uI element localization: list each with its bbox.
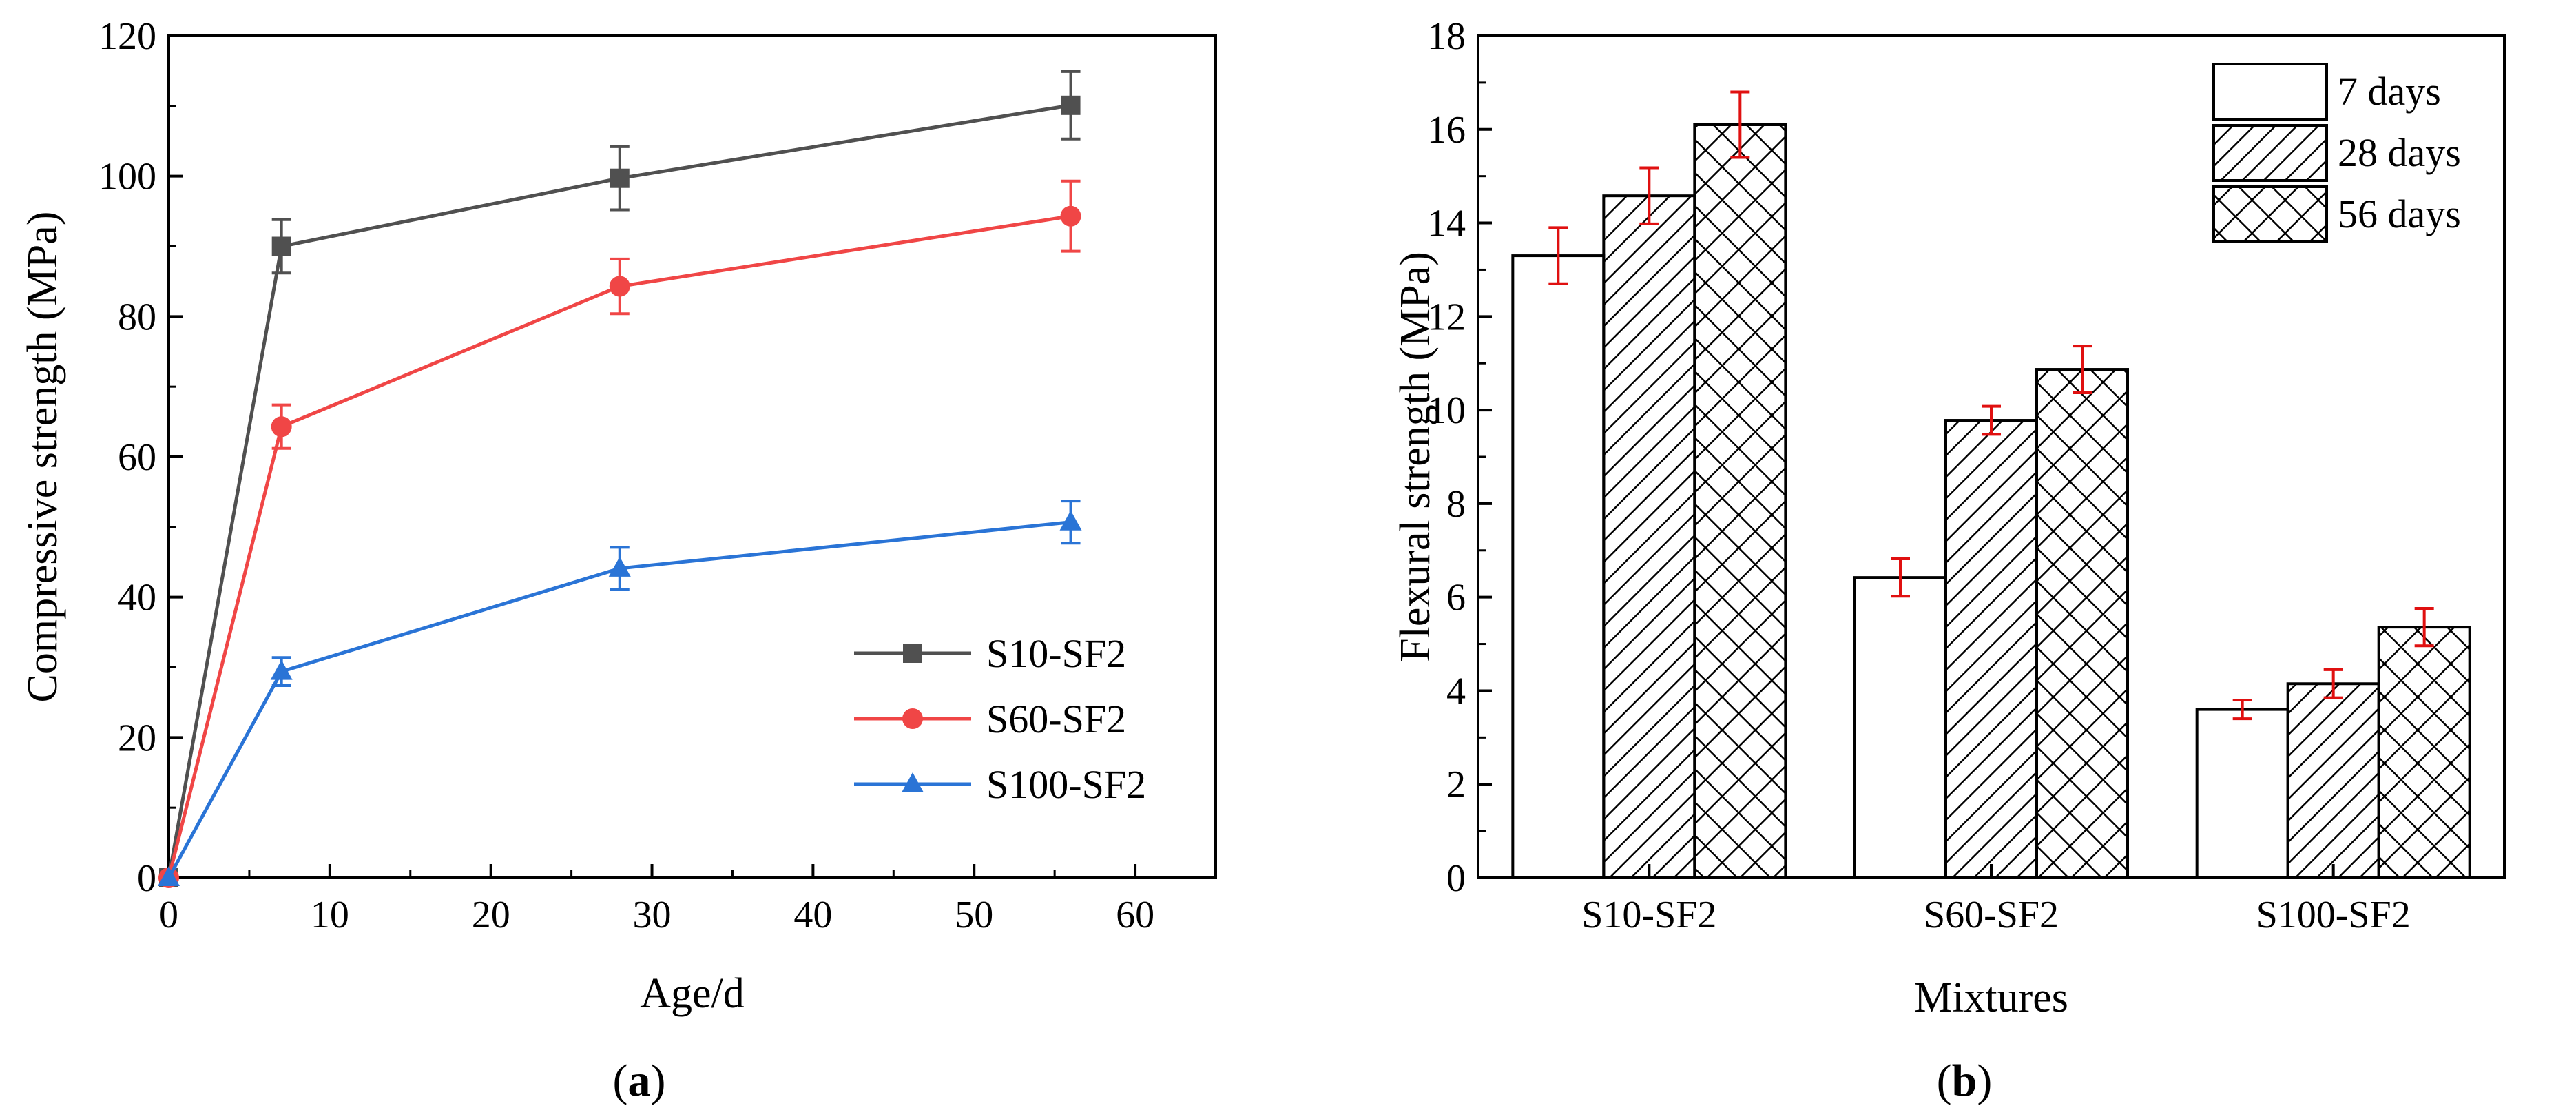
- y-tick-label-b: 10: [1427, 389, 1466, 432]
- y-tick-label-b: 12: [1427, 296, 1466, 338]
- data-point-s100-sf2: [158, 866, 180, 886]
- series-line-s100-sf2: [167, 520, 1071, 879]
- flexural-strength-chart: 0 2 4 6 8 10 12 14 16 18 S10-SF2 S60-SF2 S100-SF2 Mi…: [1392, 15, 2506, 1106]
- x-tick-label-a: 10: [311, 894, 349, 936]
- bar-s10-sf2-56-days: [1693, 123, 1787, 879]
- data-point-s100-sf2: [608, 556, 631, 577]
- legend-marker-a: [902, 772, 924, 792]
- data-point-s10-sf2: [610, 168, 630, 188]
- series-line-s60-sf2: [167, 214, 1071, 879]
- x-axis-label-b: Mixtures: [1914, 974, 2068, 1021]
- panel-label-a: (a): [613, 1056, 666, 1106]
- y-axis-label-a: Compressive strength (MPa): [19, 212, 66, 703]
- y-tick-label-b: 4: [1446, 670, 1466, 712]
- y-axis-label-b: Flexural strength (MPa): [1392, 251, 1439, 662]
- legend-label-a: S10-SF2: [986, 631, 1126, 676]
- data-point-s60-sf2: [271, 416, 292, 438]
- y-tick-label-a: 0: [137, 857, 156, 900]
- bar-s100-sf2-7-days: [2195, 708, 2289, 879]
- bar-s60-sf2-28-days: [1944, 419, 2038, 879]
- data-point-s100-sf2: [270, 659, 293, 680]
- legend-label-b: 7 days: [2338, 69, 2441, 114]
- panel-letter-a: a: [628, 1056, 651, 1106]
- axis-ticks-b: 0 2 4 6 8 10 12 14 16 18 S10-SF2 S60-SF2 S100-SF2: [1427, 15, 2411, 936]
- x-tick-label-a: 40: [793, 894, 832, 936]
- bar-s100-sf2-56-days: [2377, 626, 2471, 879]
- y-tick-label-a: 80: [118, 296, 156, 338]
- bar-s100-sf2-28-days: [2286, 682, 2380, 879]
- legend-swatch-b: [2212, 124, 2328, 182]
- legend-label-a: S60-SF2: [986, 697, 1126, 741]
- legend-label-a: S100-SF2: [986, 762, 1146, 807]
- y-tick-label-a: 100: [98, 156, 156, 198]
- panel-letter-b: b: [1952, 1056, 1977, 1106]
- legend-marker-a: [903, 644, 922, 663]
- y-tick-label-a: 40: [118, 577, 156, 619]
- bar-s10-sf2-7-days: [1511, 254, 1606, 880]
- x-tick-label-a: 0: [159, 894, 178, 936]
- compressive-strength-chart: 0 10 20 30 40 50 60 0 20 40 60 80 100 120 Age/d Compr…: [19, 15, 1217, 1106]
- y-tick-label-b: 2: [1446, 763, 1466, 806]
- data-point-s10-sf2: [1061, 95, 1081, 115]
- y-tick-label-b: 0: [1446, 857, 1466, 900]
- bars-group-b: [1511, 90, 2471, 880]
- bar-s10-sf2-28-days: [1602, 194, 1696, 879]
- x-tick-label-b: S10-SF2: [1581, 894, 1716, 936]
- x-tick-label-b: S60-SF2: [1924, 894, 2059, 936]
- data-point-s60-sf2: [1060, 205, 1081, 227]
- axis-ticks-a: 0 10 20 30 40 50 60 0 20 40 60 80 100 120: [98, 15, 1154, 936]
- y-tick-label-b: 14: [1427, 203, 1466, 245]
- y-tick-label-b: 6: [1446, 577, 1466, 619]
- data-point-s100-sf2: [1059, 510, 1082, 531]
- data-point-s60-sf2: [609, 276, 630, 297]
- y-tick-label-b: 18: [1427, 15, 1466, 58]
- plot-frame-a: [167, 34, 1217, 879]
- legend-swatch-b: [2212, 63, 2328, 121]
- legend-label-b: 56 days: [2338, 192, 2461, 236]
- y-tick-label-a: 120: [98, 15, 156, 58]
- legend-label-b: 28 days: [2338, 130, 2461, 175]
- bar-s60-sf2-56-days: [2035, 368, 2129, 879]
- x-tick-label-b: S100-SF2: [2256, 894, 2411, 936]
- legend-marker-a: [902, 708, 923, 729]
- panel-label-b: (b): [1937, 1056, 1993, 1106]
- data-point-s10-sf2: [271, 236, 291, 256]
- legend-a: S10-SF2 S60-SF2 S100-SF2: [854, 631, 1146, 807]
- y-tick-label-a: 20: [118, 717, 156, 759]
- series-group-a: [158, 70, 1082, 888]
- y-tick-label-a: 60: [118, 436, 156, 479]
- x-axis-label-a: Age/d: [640, 970, 745, 1017]
- legend-b: 7 days 28 days 56 days: [2212, 63, 2461, 243]
- x-tick-label-a: 60: [1116, 894, 1154, 936]
- y-tick-label-b: 16: [1427, 109, 1466, 152]
- x-tick-label-a: 50: [955, 894, 993, 936]
- series-line-s10-sf2: [167, 103, 1071, 879]
- y-tick-label-b: 8: [1446, 483, 1466, 526]
- x-tick-label-a: 20: [472, 894, 510, 936]
- x-tick-label-a: 30: [633, 894, 672, 936]
- bar-s60-sf2-7-days: [1853, 576, 1947, 879]
- legend-swatch-b: [2212, 185, 2328, 243]
